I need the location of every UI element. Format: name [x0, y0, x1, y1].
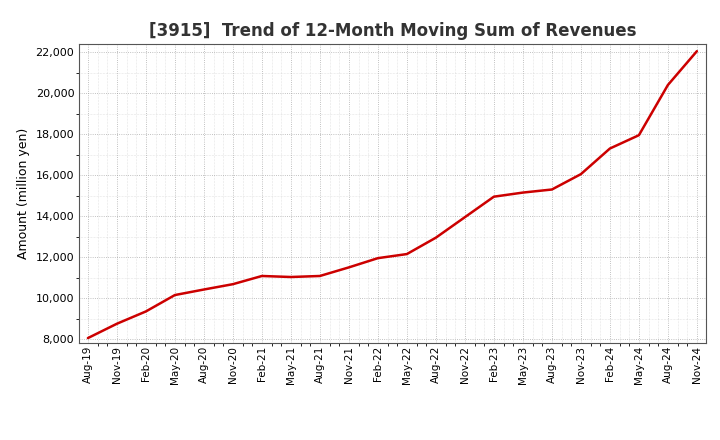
Y-axis label: Amount (million yen): Amount (million yen) [17, 128, 30, 259]
Title: [3915]  Trend of 12-Month Moving Sum of Revenues: [3915] Trend of 12-Month Moving Sum of R… [148, 22, 636, 40]
